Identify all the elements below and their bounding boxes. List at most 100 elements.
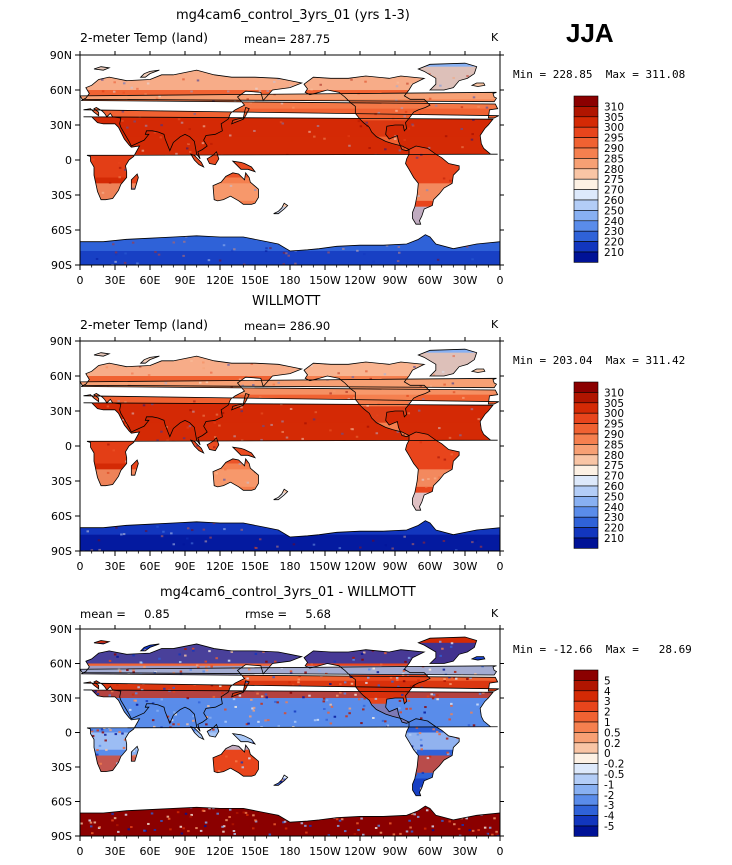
lon-tick-label: 30W	[453, 560, 478, 573]
coastline-svalbard	[93, 66, 111, 71]
speckle	[224, 708, 227, 711]
speckle	[182, 827, 185, 830]
speckle	[254, 819, 257, 822]
speckle	[182, 437, 186, 440]
speckle	[273, 823, 276, 826]
speckle	[287, 254, 290, 257]
speckle	[118, 166, 122, 169]
speckle	[117, 161, 121, 164]
speckle	[372, 717, 375, 720]
speckle	[186, 537, 189, 540]
coastline-novaya	[139, 355, 160, 364]
speckle	[124, 401, 127, 404]
speckle	[228, 808, 232, 811]
speckle	[257, 720, 260, 723]
lon-tick-label: 0	[497, 274, 504, 287]
speckle	[443, 680, 446, 683]
speckle	[100, 728, 104, 731]
speckle	[213, 446, 216, 449]
coastline-sumatra	[189, 439, 205, 454]
speckle	[442, 539, 446, 542]
speckle	[451, 171, 454, 174]
speckle	[240, 410, 244, 413]
speckle	[368, 668, 371, 671]
lon-tick-label: 60E	[140, 560, 161, 573]
speckle	[438, 733, 441, 736]
speckle	[350, 78, 353, 81]
speckle	[250, 698, 253, 701]
speckle	[443, 678, 446, 681]
speckle	[113, 653, 117, 656]
speckle	[254, 820, 258, 823]
speckle	[450, 713, 453, 716]
coastline-greatbritain	[79, 377, 498, 389]
speckle	[300, 822, 304, 825]
speckle	[459, 434, 462, 437]
speckle	[466, 678, 469, 681]
speckle	[124, 252, 127, 255]
coastline-eurasia	[80, 643, 500, 732]
speckle	[457, 827, 461, 830]
speckle	[483, 826, 487, 829]
speckle	[258, 90, 262, 93]
speckle	[409, 685, 413, 688]
lon-tick-label: 30E	[105, 845, 126, 858]
colorbar-box	[573, 392, 599, 404]
speckle	[209, 371, 213, 374]
speckle	[304, 671, 307, 674]
lon-tick-label: 120W	[344, 274, 376, 287]
colorbar-box	[573, 241, 599, 253]
speckle	[441, 819, 444, 822]
speckle	[281, 420, 284, 423]
speckle	[151, 403, 154, 406]
speckle	[185, 147, 189, 150]
speckle	[350, 672, 354, 675]
speckle	[111, 263, 114, 265]
speckle	[485, 106, 489, 109]
coastline-africa	[83, 402, 498, 487]
speckle	[128, 708, 132, 711]
coastline-antarctica	[79, 520, 501, 552]
speckle	[187, 142, 191, 145]
speckle	[357, 698, 361, 701]
colorbar-box	[573, 381, 599, 393]
speckle	[372, 667, 375, 670]
lon-tick-label: 90E	[175, 845, 196, 858]
speckle	[396, 430, 400, 433]
speckle	[434, 104, 438, 107]
speckle	[121, 732, 124, 735]
speckle	[360, 722, 363, 725]
speckle	[264, 693, 268, 696]
speckle	[182, 78, 185, 81]
lon-tick-label: 120W	[344, 560, 376, 573]
speckle	[281, 122, 285, 125]
speckle	[399, 832, 402, 835]
speckle	[253, 188, 257, 191]
speckle	[247, 668, 251, 671]
speckle	[216, 812, 219, 815]
speckle	[209, 536, 212, 539]
speckle	[289, 85, 293, 88]
speckle	[448, 436, 452, 439]
speckle	[363, 697, 366, 700]
speckle	[238, 694, 242, 697]
speckle	[164, 382, 168, 385]
speckle	[356, 249, 359, 252]
speckle	[202, 361, 205, 364]
speckle	[340, 818, 344, 821]
speckle	[183, 240, 186, 243]
speckle	[349, 675, 353, 678]
speckle	[495, 832, 498, 835]
colorbar-box	[573, 763, 599, 775]
speckle	[231, 823, 235, 826]
speckle	[255, 546, 258, 549]
colorbar-box	[573, 199, 599, 211]
speckle	[415, 726, 419, 729]
colorbar-box	[573, 475, 599, 487]
speckle	[133, 120, 136, 123]
speckle	[158, 657, 161, 660]
speckle	[374, 697, 378, 700]
speckle	[90, 729, 93, 732]
speckle	[375, 432, 379, 435]
speckle	[139, 661, 143, 664]
